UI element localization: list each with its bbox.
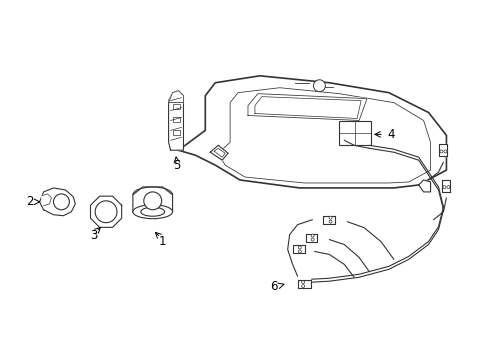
Circle shape xyxy=(298,250,301,253)
Text: 2: 2 xyxy=(26,195,33,208)
Bar xyxy=(172,117,179,122)
Circle shape xyxy=(302,285,305,288)
Polygon shape xyxy=(169,91,183,103)
Polygon shape xyxy=(248,94,367,121)
Circle shape xyxy=(443,186,446,189)
Circle shape xyxy=(53,194,70,210)
Circle shape xyxy=(314,80,325,92)
Circle shape xyxy=(298,246,301,249)
Circle shape xyxy=(440,150,443,153)
Bar xyxy=(339,121,371,145)
Circle shape xyxy=(95,201,117,223)
Polygon shape xyxy=(323,216,335,224)
Circle shape xyxy=(302,281,305,284)
Polygon shape xyxy=(169,91,183,150)
Bar xyxy=(172,130,179,135)
Text: 3: 3 xyxy=(91,229,98,242)
Polygon shape xyxy=(442,180,450,192)
Circle shape xyxy=(311,238,314,241)
Polygon shape xyxy=(133,187,172,212)
Polygon shape xyxy=(40,188,75,216)
Polygon shape xyxy=(210,145,228,160)
Polygon shape xyxy=(297,280,312,288)
Circle shape xyxy=(447,186,450,189)
Bar xyxy=(172,104,179,109)
Circle shape xyxy=(329,220,332,223)
Text: 4: 4 xyxy=(387,128,394,141)
Polygon shape xyxy=(178,76,446,188)
Polygon shape xyxy=(42,194,51,206)
Text: 6: 6 xyxy=(270,280,277,293)
Circle shape xyxy=(144,192,162,210)
Text: 1: 1 xyxy=(159,235,167,248)
Polygon shape xyxy=(306,234,318,242)
Text: 5: 5 xyxy=(173,159,180,172)
Polygon shape xyxy=(293,246,305,253)
Polygon shape xyxy=(440,144,447,156)
Circle shape xyxy=(444,150,447,153)
Polygon shape xyxy=(418,180,431,192)
Polygon shape xyxy=(91,196,122,227)
Circle shape xyxy=(329,216,332,219)
Circle shape xyxy=(311,234,314,237)
Ellipse shape xyxy=(133,205,172,219)
